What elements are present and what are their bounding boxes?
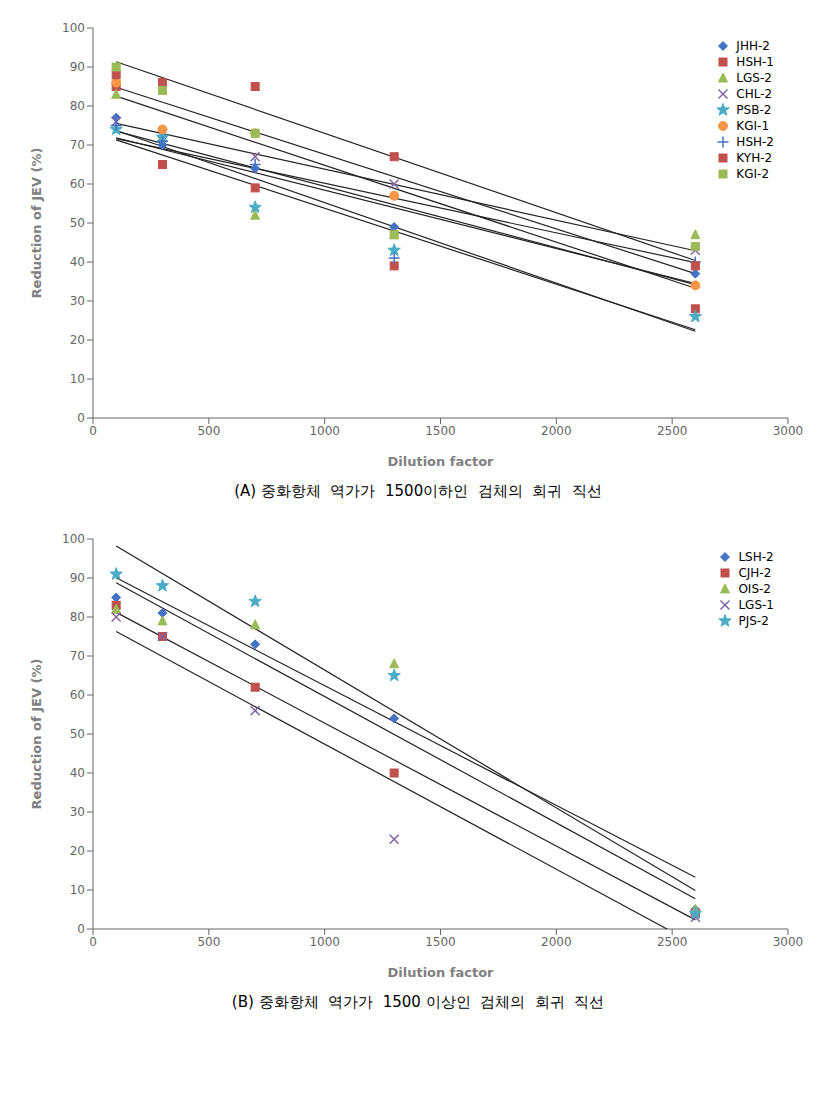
svg-text:Reduction of JEV (%): Reduction of JEV (%) xyxy=(29,659,44,810)
html-text:CJH-2: CJH-2 xyxy=(738,566,772,580)
html-text:LGS-2: LGS-2 xyxy=(736,71,772,85)
svg-text:0: 0 xyxy=(89,935,97,949)
html-text:HSH-1: HSH-1 xyxy=(736,55,774,69)
svg-text:1000: 1000 xyxy=(309,935,340,949)
svg-text:1000: 1000 xyxy=(309,424,340,438)
svg-text:50: 50 xyxy=(70,727,85,741)
svg-text:1500: 1500 xyxy=(425,424,456,438)
svg-text:70: 70 xyxy=(70,138,85,152)
svg-text:70: 70 xyxy=(70,649,85,663)
svg-text:0: 0 xyxy=(77,922,85,936)
html-text:PSB-2: PSB-2 xyxy=(736,103,772,117)
svg-text:2500: 2500 xyxy=(657,424,688,438)
svg-text:2000: 2000 xyxy=(541,424,572,438)
svg-text:20: 20 xyxy=(70,844,85,858)
svg-text:30: 30 xyxy=(70,294,85,308)
svg-text:2000: 2000 xyxy=(541,935,572,949)
svg-text:80: 80 xyxy=(70,99,85,113)
html-text:KYH-2: KYH-2 xyxy=(736,151,773,165)
svg-text:40: 40 xyxy=(70,255,85,269)
html-text:OIS-2: OIS-2 xyxy=(738,582,771,596)
svg-text:100: 100 xyxy=(62,532,85,546)
html-text:JHH-2: JHH-2 xyxy=(736,39,770,53)
html-text:HSH-2: HSH-2 xyxy=(736,135,774,149)
html-text:(A) 중화항체 역가가 1500이하인 검체의 회귀 직선: (A) 중화항체 역가가 1500이하인 검체의 회귀 직선 xyxy=(234,482,602,500)
svg-text:60: 60 xyxy=(70,177,85,191)
svg-text:Dilution factor: Dilution factor xyxy=(387,965,494,980)
html-text:CHL-2: CHL-2 xyxy=(736,87,773,101)
svg-text:2500: 2500 xyxy=(657,935,688,949)
svg-text:20: 20 xyxy=(70,333,85,347)
html-text:LGS-1: LGS-1 xyxy=(738,598,774,612)
svg-text:3000: 3000 xyxy=(773,935,804,949)
svg-text:Dilution factor: Dilution factor xyxy=(387,454,494,469)
svg-text:1500: 1500 xyxy=(425,935,456,949)
svg-text:90: 90 xyxy=(70,60,85,74)
svg-text:40: 40 xyxy=(70,766,85,780)
svg-text:3000: 3000 xyxy=(773,424,804,438)
svg-text:0: 0 xyxy=(77,411,85,425)
svg-text:100: 100 xyxy=(62,21,85,35)
html-text:KGI-2: KGI-2 xyxy=(736,167,769,181)
svg-text:10: 10 xyxy=(70,883,85,897)
svg-text:50: 50 xyxy=(70,216,85,230)
svg-text:500: 500 xyxy=(197,424,220,438)
html-text:KGI-1: KGI-1 xyxy=(736,119,769,133)
svg-text:10: 10 xyxy=(70,372,85,386)
html-text:(B) 중화항체 역가가 1500 이상인 검체의 회귀 직: (B) 중화항체 역가가 1500 이상인 검체의 회귀 직선 xyxy=(231,993,605,1011)
svg-text:90: 90 xyxy=(70,571,85,585)
svg-text:0: 0 xyxy=(89,424,97,438)
html-text:LSH-2: LSH-2 xyxy=(738,550,774,564)
svg-text:80: 80 xyxy=(70,610,85,624)
svg-text:30: 30 xyxy=(70,805,85,819)
svg-text:500: 500 xyxy=(197,935,220,949)
svg-text:60: 60 xyxy=(70,688,85,702)
svg-text:Reduction of JEV (%): Reduction of JEV (%) xyxy=(29,148,44,299)
html-text:PJS-2: PJS-2 xyxy=(738,614,769,628)
